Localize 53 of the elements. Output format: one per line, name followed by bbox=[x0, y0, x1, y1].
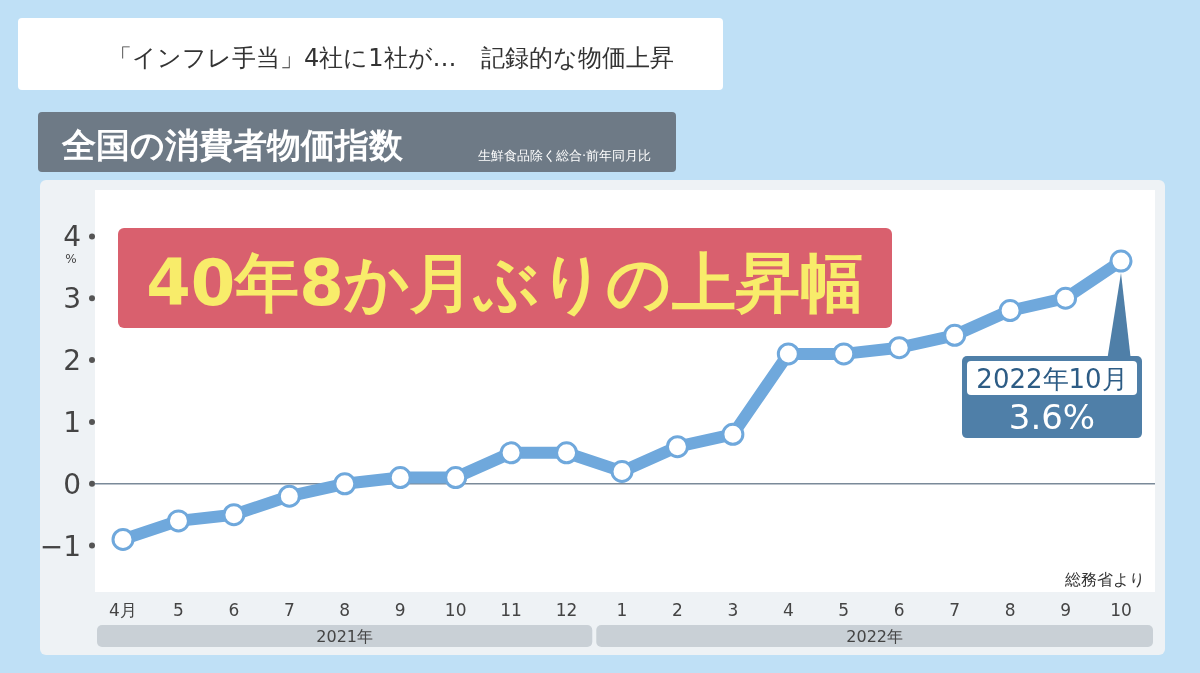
x-tick-label: 10 bbox=[444, 600, 467, 620]
point bbox=[333, 472, 357, 496]
x-tick-label: 8 bbox=[1004, 600, 1016, 620]
annotation: 2022年10月 3.6% bbox=[976, 364, 1128, 438]
point bbox=[277, 484, 301, 508]
point bbox=[943, 323, 967, 347]
text: 2021年 bbox=[316, 627, 373, 646]
point bbox=[1054, 286, 1078, 310]
x-tick-label: 6 bbox=[893, 600, 905, 620]
x-tick-label: 7 bbox=[283, 600, 295, 620]
x-tick-label: 5 bbox=[838, 600, 850, 620]
y-tick-label: 0 bbox=[63, 467, 81, 501]
y-axis-title: % bbox=[65, 252, 77, 267]
point bbox=[499, 441, 523, 465]
x-tick-label: 5 bbox=[173, 600, 184, 620]
x-tick-label: 6 bbox=[228, 600, 240, 620]
x-tick-label: 9 bbox=[394, 600, 406, 620]
y-tick-label: 2 bbox=[63, 344, 81, 378]
x-tick-label: 8 bbox=[339, 600, 351, 620]
point bbox=[111, 527, 135, 551]
x-tick-label: 3 bbox=[727, 600, 739, 620]
point bbox=[610, 459, 634, 483]
y-tick-label: 4 bbox=[63, 220, 81, 254]
point bbox=[166, 509, 190, 533]
point bbox=[776, 342, 800, 366]
y-tick-label: 1 bbox=[63, 405, 81, 439]
x-tick-label: 4月 bbox=[109, 600, 137, 620]
point bbox=[887, 336, 911, 360]
point bbox=[832, 342, 856, 366]
x-tick-label: 9 bbox=[1060, 600, 1071, 620]
x-tick-label: 1 bbox=[616, 600, 628, 620]
point bbox=[998, 299, 1022, 323]
x-tick-label: 4 bbox=[782, 600, 794, 620]
text: 2022年 bbox=[846, 627, 903, 646]
text: 「インフレ手当」4社に1社が… 記録的な物価上昇 bbox=[108, 44, 674, 72]
annotation: 総務省より bbox=[1064, 570, 1145, 589]
x-tick-label: 10 bbox=[1110, 600, 1132, 620]
point bbox=[665, 435, 689, 459]
x-tick-label: 11 bbox=[500, 600, 522, 620]
x-tick-label: 7 bbox=[949, 600, 961, 620]
chart-title: 全国の消費者物価指数 bbox=[61, 125, 404, 165]
y-tick-label: −1 bbox=[39, 529, 81, 563]
point bbox=[721, 422, 745, 446]
x-tick-label: 12 bbox=[555, 600, 578, 620]
point bbox=[388, 466, 412, 490]
point bbox=[555, 441, 579, 465]
annotation: 40年8か月ぶりの上昇幅 bbox=[146, 246, 864, 320]
chart-subtitle: 生鮮食品除く総合·前年同月比 bbox=[478, 148, 652, 163]
point bbox=[1109, 249, 1133, 273]
y-tick-label: 3 bbox=[63, 282, 81, 316]
point bbox=[444, 466, 468, 490]
x-tick-label: 2 bbox=[672, 600, 683, 620]
point bbox=[222, 503, 246, 527]
